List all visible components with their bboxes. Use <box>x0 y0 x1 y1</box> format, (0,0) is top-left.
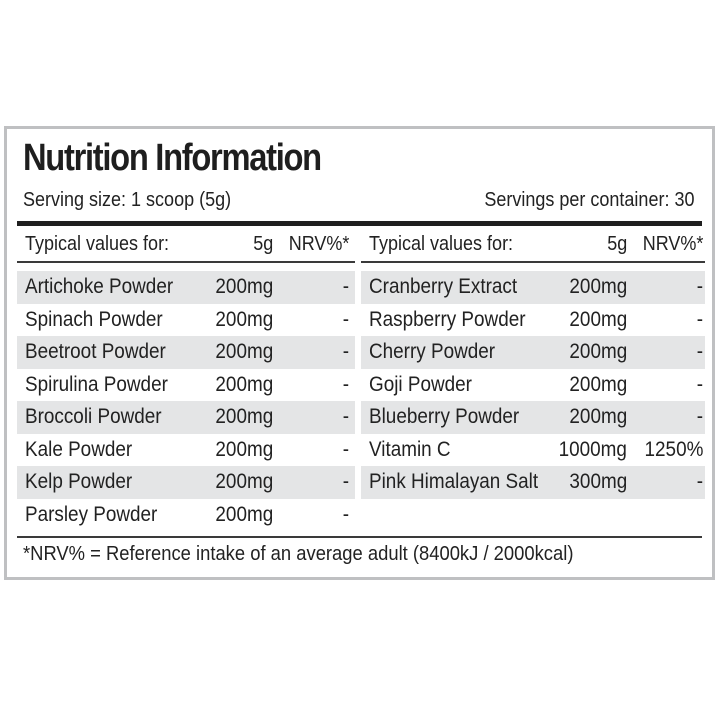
ingredient-name: Broccoli Powder <box>25 405 162 428</box>
ingredient-amount: 200mg <box>569 372 627 396</box>
table-row: Beetroot Powder 200mg - <box>17 336 355 369</box>
table-row: Cherry Powder 200mg - <box>361 336 705 369</box>
nutrition-label: Nutrition Information Serving size: 1 sc… <box>4 126 715 580</box>
table-row: Artichoke Powder 200mg - <box>17 271 355 304</box>
ingredient-amount: 200mg <box>215 405 273 428</box>
ingredient-name: Goji Powder <box>369 372 472 396</box>
footnote-divider <box>17 536 702 538</box>
label-title: Nutrition Information <box>23 137 322 179</box>
table-body-right: Cranberry Extract 200mg - Raspberry Powder 2… <box>361 271 705 499</box>
header-typical-values: Typical values for: <box>369 233 514 255</box>
ingredient-nrv: - <box>696 405 703 428</box>
ingredient-name: Vitamin C <box>369 437 451 461</box>
table-header-left: Typical values for: 5g NRV%* <box>17 229 355 263</box>
table-row: Kelp Powder 200mg - <box>17 466 355 499</box>
ingredient-amount: 200mg <box>215 470 273 493</box>
ingredient-amount: 200mg <box>569 275 627 298</box>
table-row: Kale Powder 200mg - <box>17 434 355 467</box>
ingredient-amount: 200mg <box>215 372 273 396</box>
ingredient-amount: 1000mg <box>558 437 627 461</box>
ingredient-nrv: - <box>342 275 349 298</box>
ingredient-name: Parsley Powder <box>25 502 158 526</box>
ingredient-name: Kale Powder <box>25 437 133 461</box>
ingredient-name: Cherry Powder <box>369 340 496 363</box>
ingredient-nrv: - <box>342 307 349 331</box>
table-row: Pink Himalayan Salt 300mg - <box>361 466 705 499</box>
table-row: Spirulina Powder 200mg - <box>17 369 355 402</box>
nutrition-table-right: Typical values for: 5g NRV%* Cranberry E… <box>361 229 705 499</box>
ingredient-name: Kelp Powder <box>25 470 133 493</box>
ingredient-amount: 200mg <box>569 307 627 331</box>
header-amount: 5g <box>606 233 627 255</box>
servings-per-container: Servings per container: 30 <box>483 189 694 211</box>
ingredient-nrv: - <box>342 502 349 526</box>
ingredient-nrv: - <box>342 372 349 396</box>
ingredient-nrv: - <box>342 437 349 461</box>
header-nrv: NRV%* <box>288 233 349 255</box>
ingredient-name: Spirulina Powder <box>25 372 168 396</box>
ingredient-name: Spinach Powder <box>25 307 163 331</box>
table-row: Broccoli Powder 200mg - <box>17 401 355 434</box>
ingredient-nrv: - <box>342 405 349 428</box>
ingredient-name: Cranberry Extract <box>369 275 518 298</box>
header-amount: 5g <box>252 233 273 255</box>
table-body-left: Artichoke Powder 200mg - Spinach Powder 200m… <box>17 271 355 531</box>
table-row: Parsley Powder 200mg - <box>17 499 355 532</box>
ingredient-nrv: - <box>696 275 703 298</box>
ingredient-nrv: - <box>696 470 703 493</box>
ingredient-name: Artichoke Powder <box>25 275 174 298</box>
ingredient-name: Beetroot Powder <box>25 340 166 363</box>
ingredient-name: Blueberry Powder <box>369 405 520 428</box>
nutrition-table-left: Typical values for: 5g NRV%* Artichoke P… <box>17 229 355 531</box>
ingredient-name: Raspberry Powder <box>369 307 526 331</box>
ingredient-nrv: 1250% <box>644 437 703 461</box>
ingredient-amount: 200mg <box>215 307 273 331</box>
ingredient-amount: 200mg <box>569 405 627 428</box>
ingredient-amount: 300mg <box>569 470 627 493</box>
nrv-footnote: *NRV% = Reference intake of an average a… <box>23 543 574 565</box>
table-header-right: Typical values for: 5g NRV%* <box>361 229 705 263</box>
ingredient-amount: 200mg <box>569 340 627 363</box>
ingredient-nrv: - <box>342 470 349 493</box>
ingredient-nrv: - <box>696 307 703 331</box>
table-row: Raspberry Powder 200mg - <box>361 304 705 337</box>
title-divider <box>17 221 702 226</box>
ingredient-nrv: - <box>696 340 703 363</box>
ingredient-amount: 200mg <box>215 437 273 461</box>
table-row: Spinach Powder 200mg - <box>17 304 355 337</box>
ingredient-name: Pink Himalayan Salt <box>369 470 539 493</box>
table-row: Blueberry Powder 200mg - <box>361 401 705 434</box>
header-nrv: NRV%* <box>642 233 703 255</box>
ingredient-amount: 200mg <box>215 340 273 363</box>
ingredient-nrv: - <box>696 372 703 396</box>
header-typical-values: Typical values for: <box>25 233 170 255</box>
serving-size: Serving size: 1 scoop (5g) <box>23 189 232 211</box>
ingredient-amount: 200mg <box>215 275 273 298</box>
ingredient-amount: 200mg <box>215 502 273 526</box>
table-row: Cranberry Extract 200mg - <box>361 271 705 304</box>
ingredient-nrv: - <box>342 340 349 363</box>
table-row: Goji Powder 200mg - <box>361 369 705 402</box>
table-row: Vitamin C 1000mg 1250% <box>361 434 705 467</box>
